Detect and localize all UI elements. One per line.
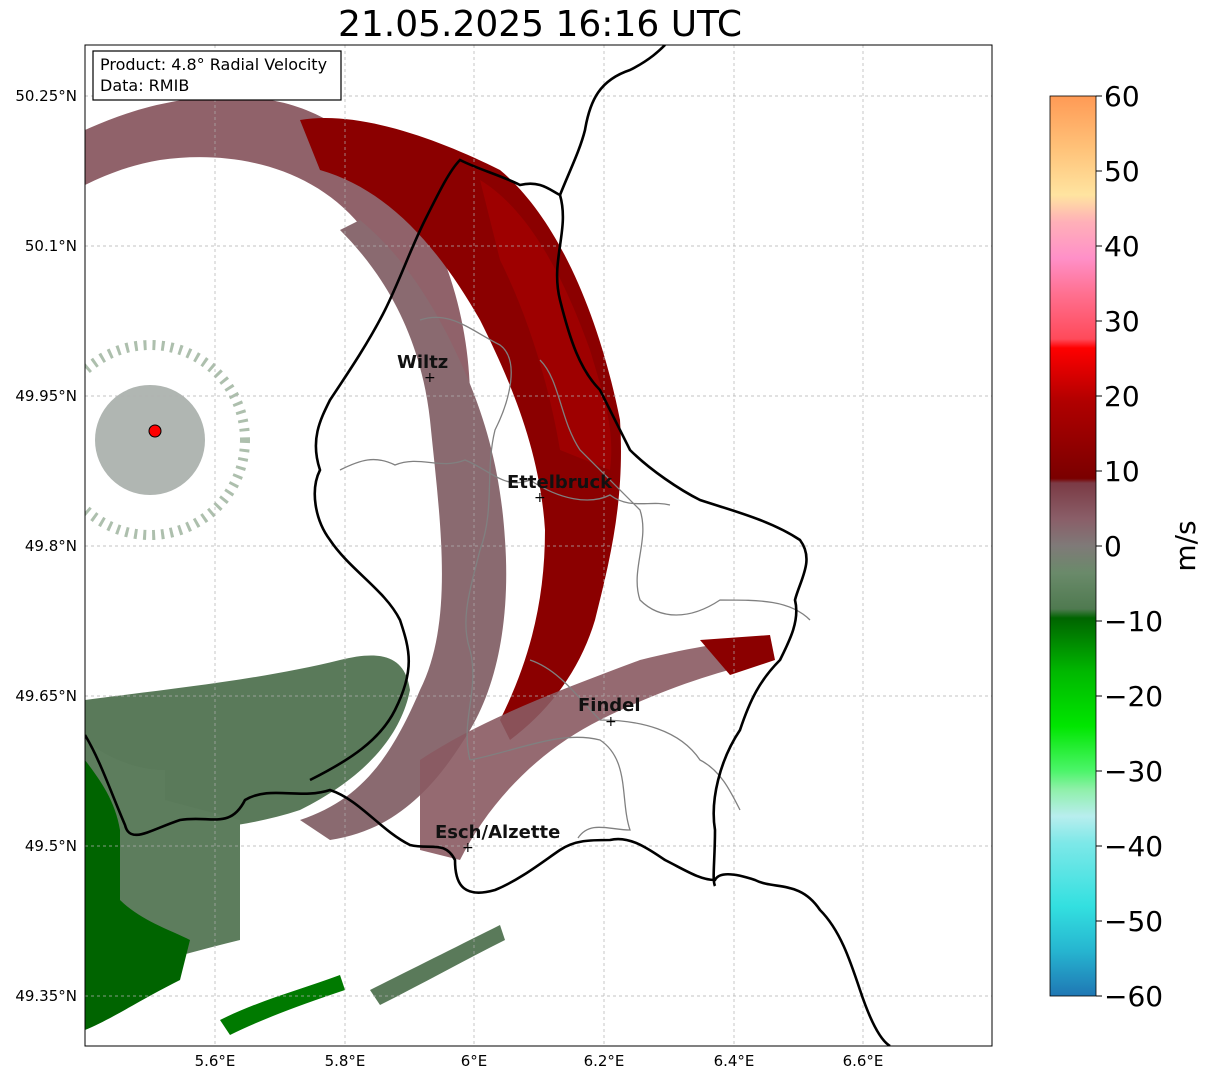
x-axis-labels: 5.6°E 5.8°E 6°E 6.2°E 6.4°E 6.6°E [195, 1052, 884, 1070]
velocity-echoes [85, 96, 775, 1035]
colorbar-tick-label: −20 [1104, 680, 1163, 713]
colorbar-tick-label: 50 [1104, 155, 1140, 188]
city-marker-ettelbruck: + [534, 490, 546, 506]
city-marker-findel: + [605, 714, 617, 730]
colorbar-unit-label: m/s [1169, 520, 1202, 571]
city-label-esch-alzette: Esch/Alzette [435, 822, 560, 843]
y-tick-label: 50.25°N [15, 87, 77, 105]
data-source-label: Data: RMIB [100, 76, 189, 95]
country-borders [85, 45, 891, 1046]
colorbar-tick-label: 20 [1104, 380, 1140, 413]
city-label-findel: Findel [578, 695, 641, 716]
city-ettelbruck[interactable]: Ettelbruck + [507, 472, 613, 506]
city-marker-esch-alzette: + [462, 840, 474, 856]
map-title: 21.05.2025 16:16 UTC [337, 4, 743, 45]
radar-site-marker[interactable] [148, 424, 162, 438]
y-tick-label: 49.35°N [15, 987, 77, 1005]
colorbar-tick-label: −10 [1104, 605, 1163, 638]
graticule [85, 45, 992, 1046]
colorbar-tick-label: 60 [1104, 80, 1140, 113]
y-axis-labels: 50.25°N 50.1°N 49.95°N 49.8°N 49.65°N 49… [15, 87, 77, 1005]
colorbar: 60 50 40 30 20 10 0 −10 −20 −30 −40 −50 … [1049, 80, 1202, 1013]
info-box: Product: 4.8° Radial Velocity Data: RMIB [92, 50, 342, 101]
x-tick-label: 5.6°E [195, 1052, 236, 1070]
city-findel[interactable]: Findel + [578, 695, 641, 730]
colorbar-gradient [1049, 95, 1097, 997]
city-wiltz[interactable]: Wiltz + [397, 352, 448, 386]
y-tick-label: 49.8°N [25, 537, 77, 555]
city-label-wiltz: Wiltz [397, 352, 448, 373]
colorbar-tick-label: 10 [1104, 455, 1140, 488]
city-marker-wiltz: + [424, 370, 436, 386]
colorbar-tick-label: 30 [1104, 305, 1140, 338]
map-panel[interactable]: Wiltz + Ettelbruck + Findel + Esch/Alzet… [55, 45, 992, 1046]
colorbar-tick-label: −60 [1104, 980, 1163, 1013]
colorbar-tick-label: 0 [1104, 530, 1122, 563]
y-tick-label: 49.5°N [25, 837, 77, 855]
product-label: Product: 4.8° Radial Velocity [100, 55, 327, 74]
y-tick-label: 49.95°N [15, 387, 77, 405]
y-tick-label: 49.65°N [15, 687, 77, 705]
colorbar-tick-label: −50 [1104, 905, 1163, 938]
colorbar-tick-label: −30 [1104, 755, 1163, 788]
colorbar-tick-label: −40 [1104, 830, 1163, 863]
city-esch-alzette[interactable]: Esch/Alzette + [435, 822, 560, 856]
x-tick-label: 6.4°E [714, 1052, 755, 1070]
x-tick-label: 6.6°E [843, 1052, 884, 1070]
x-tick-label: 6.2°E [584, 1052, 625, 1070]
x-tick-label: 5.8°E [325, 1052, 366, 1070]
district-borders [339, 316, 811, 839]
y-tick-label: 50.1°N [25, 237, 77, 255]
x-tick-label: 6°E [461, 1052, 488, 1070]
map-frame [84, 44, 993, 1047]
colorbar-tick-label: 40 [1104, 230, 1140, 263]
city-label-ettelbruck: Ettelbruck [507, 472, 613, 493]
